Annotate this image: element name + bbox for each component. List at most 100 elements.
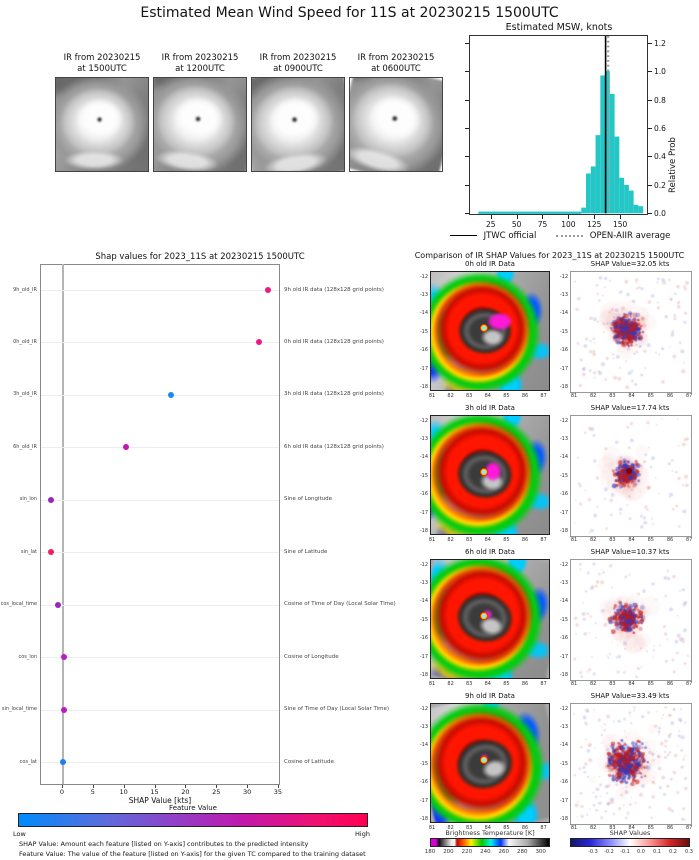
shap-feature-description: Cosine of Latitude — [284, 758, 334, 765]
histogram-y-tick-label: 1.0 — [654, 67, 666, 77]
shap-feature-name: 3h_old_IR — [13, 391, 37, 398]
panel-y-tick-label: -12 — [419, 417, 428, 424]
histogram-x-tick-mark — [490, 215, 492, 219]
shap-row-gridline — [41, 604, 279, 606]
histogram-bars — [478, 36, 644, 214]
panel-y-tick-label: -15 — [419, 472, 428, 479]
bt-colorbar-tick-label: 180 — [424, 849, 436, 855]
panel-y-tick-label: -18 — [419, 383, 428, 390]
shap-row-gridline — [41, 552, 279, 554]
panel-x-tick-label: 87 — [686, 393, 693, 399]
shap-feature-dot — [123, 444, 130, 451]
panel-x-tick-label: 85 — [503, 537, 510, 543]
ir-color-field — [431, 560, 549, 678]
panel-y-tick-label: -13 — [419, 723, 428, 730]
histogram-y-tick-mark — [648, 99, 652, 101]
shap-feature-name: cos_lat — [19, 758, 37, 765]
panel-x-tick-label: 84 — [484, 681, 491, 687]
shap-feature-name: 9h_old_IR — [13, 286, 37, 293]
panel-y-tick-label: -12 — [559, 561, 568, 568]
ir-thumbnail-image — [251, 77, 345, 172]
histogram-x-tick-label: 125 — [587, 220, 602, 229]
shap-x-tick-label: 15 — [150, 788, 159, 796]
shap-feature-dot — [47, 496, 54, 503]
shap-feature-name: cos_lon — [18, 653, 37, 660]
panel-y-tick-label: -17 — [419, 509, 428, 516]
shap-feature-name: sin_lat — [20, 548, 37, 555]
jtwc-line-swatch — [449, 235, 477, 236]
ir-color-field — [431, 272, 549, 390]
shap-x-tick-label: 20 — [181, 788, 190, 796]
histogram-y-tick-mark-left — [465, 213, 469, 215]
panel-y-tick-label: -16 — [419, 635, 428, 642]
panel-y-tick-label: -13 — [419, 435, 428, 442]
shap-colorbar-tick-label: 0.0 — [637, 849, 645, 855]
panel-y-tick-label: -12 — [419, 705, 428, 712]
histogram-y-tick-mark-left — [465, 99, 469, 101]
histogram-y-tick-mark — [648, 156, 652, 158]
panel-y-tick-label: -15 — [559, 472, 568, 479]
panel-x-tick-label: 87 — [540, 393, 547, 399]
panel-y-tick-label: -17 — [559, 365, 568, 372]
panel-x-tick-label: 86 — [521, 681, 529, 687]
legend-open-aiir-label: OPEN-AIIR average — [589, 231, 671, 241]
footnote-shap-value: SHAP Value: Amount each feature [listed … — [19, 840, 309, 848]
panel-y-tick-label: -13 — [559, 291, 568, 298]
shap-x-tick-mark — [247, 785, 249, 788]
ir-cyclone-grayscale — [154, 78, 246, 171]
shap-x-tick-mark — [216, 785, 218, 788]
shap-feature-description: 0h old IR data (128x128 grid points) — [284, 338, 384, 345]
shap-feature-dot — [256, 339, 263, 346]
panel-y-tick-label: -14 — [419, 598, 428, 605]
shap-speckle-map — [570, 271, 692, 393]
shap-row-gridline — [41, 290, 279, 291]
panel-y-tick-label: -18 — [559, 671, 568, 678]
ir-thumbnail-label: IR from 20230215 at 0600UTC — [357, 53, 435, 74]
ir-cyclone-color-panel — [430, 703, 550, 823]
panel-y-tick-label: -17 — [559, 797, 568, 804]
ir-thumbnail-image — [55, 77, 149, 172]
panel-x-tick-label: 81 — [428, 537, 436, 543]
shap-feature-dot — [60, 706, 67, 713]
bt-colorbar-title: Brightness Temperature [K] — [445, 829, 535, 837]
shap-x-axis-label: SHAP Value [kts] — [128, 796, 192, 805]
shap-feature-description: Sine of Latitude — [284, 548, 328, 555]
panel-y-tick-label: -17 — [559, 509, 568, 516]
shap-plot-area — [40, 264, 280, 785]
panel-x-tick-label: 81 — [570, 825, 578, 831]
panel-x-tick-label: 82 — [447, 393, 454, 399]
panel-y-tick-label: -16 — [559, 635, 568, 642]
panel-x-tick-label: 84 — [628, 393, 635, 399]
bt-colorbar-tick-label: 300 — [535, 849, 546, 855]
legend-jtwc-label: JTWC official — [483, 231, 537, 241]
panel-y-tick-label: -13 — [559, 435, 568, 442]
panel-y-tick-label: -15 — [419, 328, 428, 335]
histogram-x-tick-label: 75 — [537, 220, 548, 229]
feature-value-low-label: Low — [13, 830, 26, 838]
shap-panel-title: SHAP Value=33.49 kts — [590, 692, 670, 700]
panel-y-tick-label: -16 — [419, 347, 428, 354]
histogram-x-tick-label: 150 — [612, 220, 628, 229]
footnote-feature-value: Feature Value: The value of the feature … — [19, 850, 366, 858]
panel-x-tick-label: 83 — [466, 825, 473, 831]
feature-value-colorbar-title: Feature Value — [169, 804, 217, 812]
histogram-x-tick-mark — [568, 215, 570, 219]
ir-cyclone-color-panel — [430, 271, 550, 391]
histogram-legend: JTWC official OPEN-AIIR average — [430, 231, 690, 241]
ir-thumbnail-label: IR from 20230215 at 1500UTC — [63, 53, 141, 74]
histogram-x-tick-label: 25 — [485, 220, 496, 229]
panel-y-tick-label: -13 — [419, 579, 428, 586]
histogram-y-tick-label: 0.2 — [654, 180, 666, 190]
cold-overshoot-magenta-patch — [485, 462, 501, 481]
panel-x-tick-label: 83 — [609, 681, 616, 687]
ir-thumbnail-label: IR from 20230215 at 0900UTC — [259, 53, 337, 74]
shap-feature-description: 9h old IR data (128x128 grid points) — [284, 286, 384, 293]
histogram-y-tick-mark-left — [465, 42, 469, 44]
shap-colorbar-title: SHAP Values — [609, 829, 651, 837]
comparison-title: Comparison of IR SHAP Values for 2023_11… — [414, 251, 685, 260]
histogram-x-tick-label: 100 — [561, 220, 576, 229]
bt-colorbar-tick-label: 220 — [461, 849, 473, 855]
panel-x-tick-label: 81 — [428, 393, 436, 399]
panel-y-tick-label: -13 — [419, 291, 428, 298]
shap-x-tick-mark — [277, 785, 279, 788]
